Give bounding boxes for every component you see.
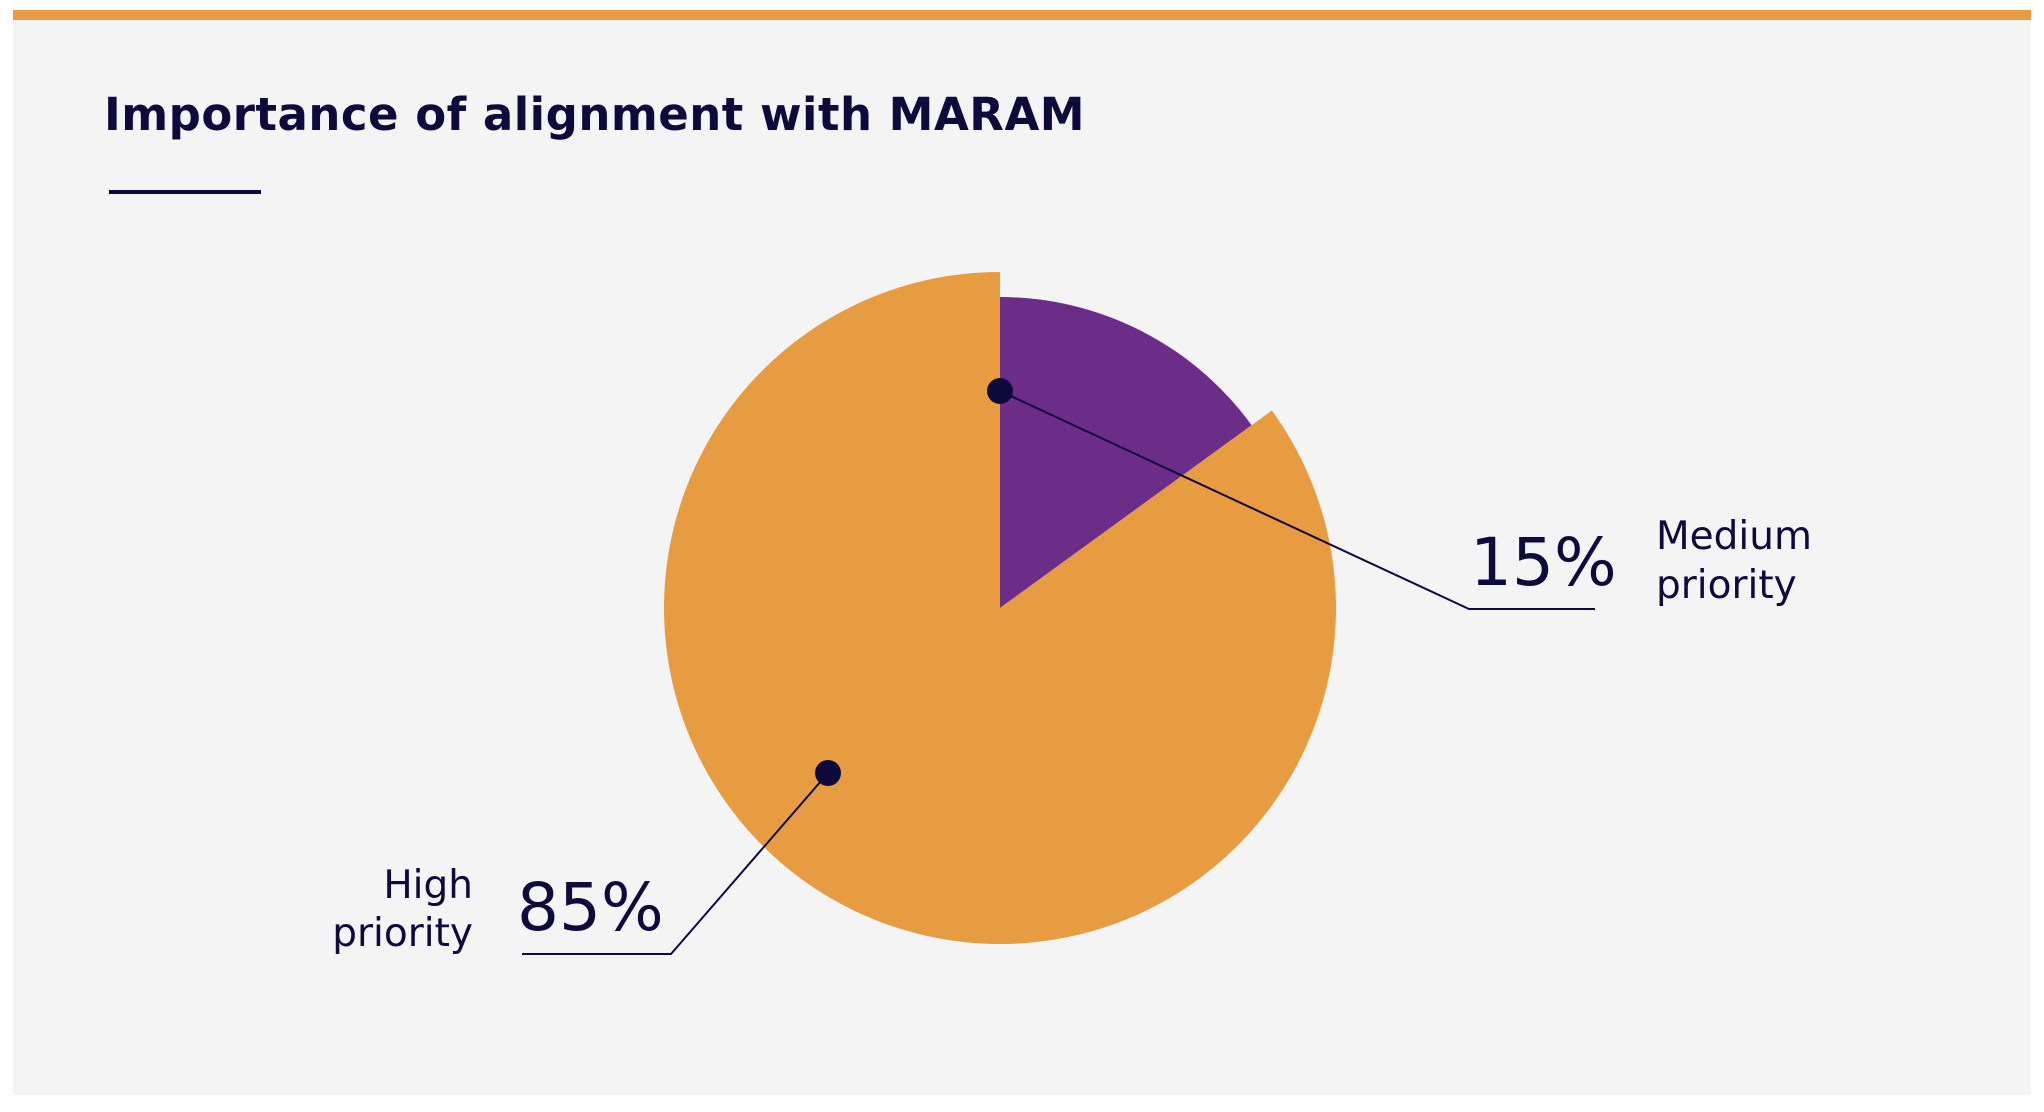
pie-chart: 15% Medium priority 85% High priority: [332, 272, 1812, 956]
annotations-layer: 15% Medium priority 85% High priority: [332, 378, 1812, 956]
chart-title: Importance of alignment with MARAM: [104, 88, 1086, 141]
pie-slice-medium: [1000, 297, 1252, 608]
slice-marker-high: [815, 760, 841, 786]
leader-line-medium: [999, 390, 1595, 610]
leader-line-high: [522, 772, 829, 955]
slice-marker-medium: [987, 378, 1013, 404]
value-label-medium: 15%: [1470, 524, 1617, 601]
accent-top-bar: [13, 10, 2031, 20]
title-underline: [109, 190, 261, 194]
category-label-medium-line1: Medium: [1656, 514, 1812, 559]
slices-layer: [664, 272, 1337, 944]
chart-panel: Importance of alignment with MARAM 15% M…: [13, 10, 2031, 1095]
category-label-high-line1: High: [383, 863, 473, 908]
value-label-high: 85%: [517, 869, 664, 946]
category-label-high-line2: priority: [332, 911, 473, 956]
category-label-medium-line2: priority: [1656, 563, 1797, 608]
